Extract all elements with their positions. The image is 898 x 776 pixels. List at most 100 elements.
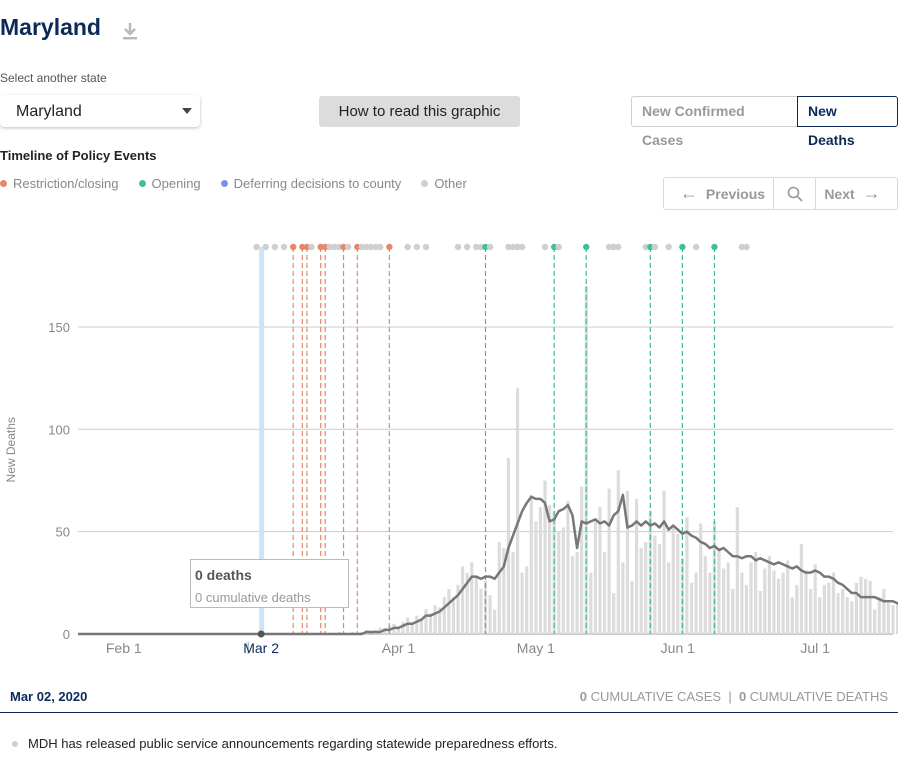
bar (593, 521, 597, 634)
bar (744, 584, 749, 634)
policy-event-dot (253, 243, 260, 251)
bar (754, 552, 758, 634)
bar (598, 507, 602, 634)
next-button[interactable]: Next → (816, 178, 897, 209)
metric-toggle: New Confirmed Cases New Deaths (631, 96, 898, 148)
x-tick-label: Apr 1 (382, 640, 416, 656)
legend-item-deferring: Deferring decisions to county (220, 176, 401, 191)
bar (566, 500, 570, 634)
bar (456, 584, 460, 634)
policy-event-dot (541, 243, 549, 251)
policy-event-dot (518, 243, 526, 251)
policy-legend: Restriction/closing Opening Deferring de… (0, 176, 487, 191)
state-select-value: Maryland (16, 103, 82, 120)
bar (525, 566, 529, 634)
policy-event-dot (738, 243, 746, 251)
bar (621, 562, 625, 634)
policy-event-dot (289, 243, 297, 251)
policy-event-dot (509, 243, 517, 251)
bar (474, 576, 478, 634)
policy-event-dot (299, 243, 306, 251)
bar (671, 527, 675, 634)
timeline-heading: Timeline of Policy Events (0, 148, 157, 163)
bar (607, 488, 611, 634)
toggle-new-deaths[interactable]: New Deaths (797, 96, 898, 148)
y-tick-label: 100 (48, 422, 70, 437)
policy-event-dot (615, 243, 622, 251)
bar (538, 507, 543, 634)
bar (511, 552, 515, 634)
policy-event-dot (422, 243, 430, 251)
bar (873, 609, 877, 634)
y-tick-label: 50 (56, 525, 70, 540)
bar (612, 593, 616, 634)
bar (676, 533, 680, 634)
bar (406, 617, 410, 634)
bar (438, 607, 442, 634)
bar (461, 566, 465, 634)
bar (845, 597, 849, 634)
cumulative-cases-value: 0 (579, 689, 587, 704)
cumulative-cases-label: CUMULATIVE CASES (590, 689, 722, 704)
bar (662, 490, 666, 634)
bar (749, 562, 753, 634)
bar (818, 597, 822, 634)
deaths-chart[interactable]: 0 50 100 150 New Deaths Feb 1 Mar 2 Apr 1 May 1 J… (0, 230, 898, 670)
policy-event-dot (454, 243, 462, 251)
legend-dot (421, 180, 429, 187)
previous-button[interactable]: ← Previous (664, 178, 774, 209)
search-button[interactable] (774, 178, 816, 209)
bar (776, 578, 781, 634)
bar (804, 570, 808, 634)
bar (740, 572, 744, 634)
bar (808, 588, 813, 634)
policy-event-dot (473, 243, 480, 251)
policy-event-dot (651, 243, 659, 251)
bar (717, 548, 721, 634)
bar (831, 572, 836, 634)
bar (850, 601, 854, 634)
bar (534, 521, 538, 634)
policy-event-dot (610, 243, 617, 251)
policy-event-dot (743, 243, 750, 251)
bar (827, 582, 831, 634)
bar (859, 576, 863, 634)
bar (726, 562, 730, 634)
bar (557, 531, 561, 634)
bar (479, 588, 483, 634)
download-icon[interactable] (122, 22, 138, 40)
next-label: Next (824, 185, 855, 202)
legend-label: Other (434, 176, 467, 191)
state-select[interactable]: Maryland (0, 95, 200, 127)
bar (502, 548, 506, 634)
toggle-new-confirmed-cases[interactable]: New Confirmed Cases (631, 96, 797, 148)
x-tick-label: Mar 2 (243, 640, 279, 656)
policy-event-dot (665, 243, 672, 251)
arrow-right-icon: → (862, 183, 881, 203)
bar (735, 507, 739, 634)
policy-event-dot (413, 243, 421, 251)
legend-dot (0, 180, 7, 187)
selected-date: Mar 02, 2020 (10, 689, 88, 704)
bar (653, 535, 657, 634)
bar (634, 498, 639, 634)
bar (433, 605, 437, 634)
summary-separator: | (728, 689, 732, 704)
bar (868, 580, 872, 634)
x-tick-label: Feb 1 (106, 640, 142, 656)
legend-dot (138, 180, 146, 187)
bar (580, 486, 584, 634)
arrow-left-icon: ← (679, 183, 698, 203)
bar (547, 505, 552, 634)
bar (589, 572, 593, 634)
policy-event-dot (550, 243, 558, 251)
how-to-read-button[interactable]: How to read this graphic (319, 96, 520, 127)
policy-event-dot (280, 243, 288, 251)
bar (602, 552, 607, 634)
average-line (78, 493, 898, 636)
state-select-label: Select another state (0, 71, 107, 85)
bar (561, 527, 565, 634)
bar (703, 556, 707, 634)
x-tick-label: May 1 (517, 640, 555, 656)
bar (877, 597, 881, 634)
